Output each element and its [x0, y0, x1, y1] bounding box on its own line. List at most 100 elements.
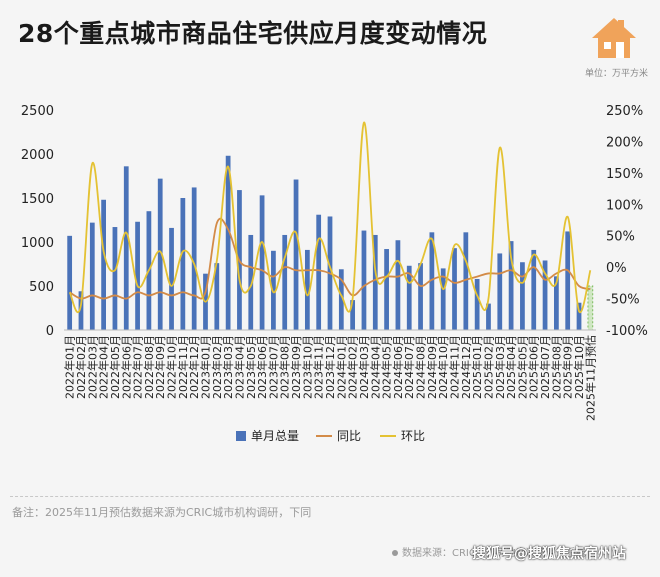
y-tick-right: -50% [606, 293, 640, 308]
y-tick-left: 1500 [21, 192, 54, 207]
data-source: 数据来源：CRIC中国房地产决策咨询系统 [392, 544, 586, 559]
x-tick-label: 2024年02月 [346, 335, 360, 399]
x-tick-label: 2022年09月 [153, 335, 167, 399]
bar [316, 214, 322, 330]
x-tick-label: 2024年03月 [357, 335, 371, 399]
bar [350, 300, 356, 330]
y-tick-left: 0 [46, 324, 54, 339]
bar [157, 178, 163, 330]
y-tick-left: 500 [29, 280, 54, 295]
series-line-yoy [69, 217, 591, 300]
bar [180, 198, 186, 330]
x-tick-label: 2025年05月 [515, 335, 529, 399]
bar [78, 291, 84, 330]
bar [542, 260, 548, 330]
x-tick-label: 2023年07月 [266, 335, 280, 399]
x-tick-label: 2023年02月 [210, 335, 224, 399]
x-tick-label: 2025年01月 [470, 335, 484, 399]
bar [440, 268, 446, 330]
x-tick-label: 2025年03月 [493, 335, 507, 399]
bar [304, 249, 310, 330]
x-tick-label: 2024年05月 [380, 335, 394, 399]
bar [576, 302, 582, 330]
x-tick-label: 2023年09月 [289, 335, 303, 399]
unit-label: 单位：万平方米 [584, 69, 648, 79]
y-tick-right: 50% [606, 230, 635, 245]
bar [338, 269, 344, 330]
bar [486, 303, 491, 330]
x-tick-label: 2022年12月 [187, 335, 201, 399]
bar [89, 222, 95, 330]
bar [520, 262, 525, 330]
bar [474, 278, 480, 330]
x-tick-label: 2024年11月 [448, 335, 462, 399]
x-tick-label: 2022年11月 [176, 335, 190, 399]
x-tick-label: 2024年12月 [459, 335, 473, 399]
bar [259, 195, 265, 330]
bar [587, 285, 594, 331]
footnote: 备注：2025年11月预估数据来源为CRIC城市机构调研，下同 [12, 506, 312, 519]
x-tick-label: 2025年04月 [504, 335, 518, 399]
house-icon [592, 18, 636, 58]
bar [225, 155, 231, 330]
bar [497, 253, 503, 330]
bar [418, 263, 423, 330]
y-tick-right: 0% [606, 261, 627, 276]
x-tick-label: 2024年08月 [414, 335, 428, 399]
legend-swatch-bar [236, 431, 246, 441]
bar [135, 221, 140, 330]
x-tick-label: 2025年10月 [572, 335, 586, 399]
bar [123, 166, 129, 330]
x-tick-label: 2024年06月 [391, 335, 405, 399]
bar [554, 276, 559, 330]
bar [372, 234, 378, 330]
x-tick-label: 2024年10月 [436, 335, 450, 399]
watermark: 搜狐号@搜狐焦点宿州站 [472, 546, 626, 562]
bar [406, 265, 412, 330]
chart-area: 0 500 1000 1500 2000 2500 -100% -50% 0% 50% 100% 15… [21, 104, 648, 443]
y-tick-left: 2000 [21, 148, 54, 163]
legend-label: 同比 [337, 429, 361, 443]
bar [248, 234, 254, 330]
bar [282, 234, 288, 330]
x-tick-label: 2024年04月 [368, 335, 382, 399]
x-tick-label: 2023年10月 [300, 335, 314, 399]
x-tick-label: 2025年07月 [538, 335, 552, 399]
x-tick-label: 2022年10月 [165, 335, 179, 399]
legend-label: 环比 [401, 429, 425, 443]
x-tick-label: 2023年08月 [278, 335, 292, 399]
bar [429, 232, 435, 330]
x-tick-label: 2025年06月 [527, 335, 541, 399]
bar [101, 199, 106, 330]
x-tick-label: 2022年05月 [108, 335, 122, 399]
x-tick-label: 2025年08月 [549, 335, 563, 399]
x-tick-label: 2022年08月 [142, 335, 156, 399]
y-tick-right: 200% [606, 135, 643, 150]
bar [565, 231, 571, 330]
x-tick-label: 2022年06月 [119, 335, 133, 399]
x-tick-label: 2024年01月 [334, 335, 348, 399]
x-tick-label: 2025年09月 [561, 335, 575, 399]
bar [67, 235, 73, 330]
x-tick-label: 2023年11月 [312, 335, 326, 399]
bar [191, 187, 197, 330]
bar [271, 250, 276, 330]
divider [10, 496, 650, 497]
bar [508, 241, 514, 330]
y-tick-right: 250% [606, 104, 643, 119]
bar [463, 232, 469, 330]
chart-title: 28个重点城市商品住宅供应月度变动情况 [18, 19, 488, 48]
x-tick-label: 2023年01月 [198, 335, 212, 399]
bar [112, 227, 118, 330]
data-source-text: 数据来源：CRIC中国房地产决策咨询系统 [402, 548, 586, 559]
legend-label: 单月总量 [251, 429, 299, 443]
bullet-icon [392, 550, 398, 556]
x-tick-label: 2022年01月 [63, 335, 77, 399]
x-tick-label: 2024年09月 [425, 335, 439, 399]
y-tick-right: -100% [606, 324, 648, 339]
bar [169, 227, 174, 330]
y-tick-right: 150% [606, 167, 643, 182]
bar [293, 179, 299, 330]
bar [395, 240, 401, 330]
x-tick-label: 2023年04月 [232, 335, 246, 399]
